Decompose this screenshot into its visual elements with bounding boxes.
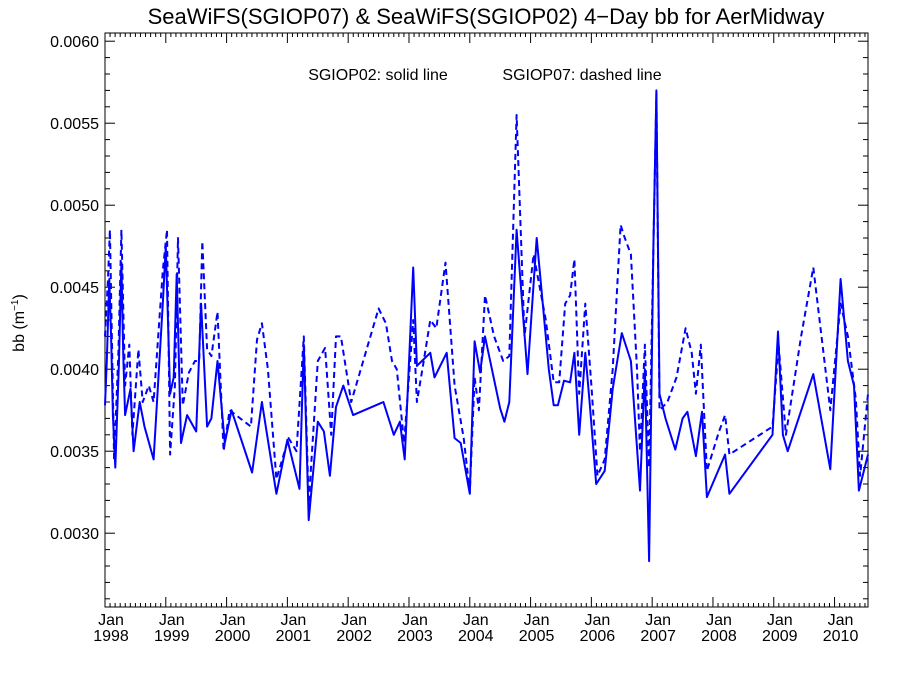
y-axis-label-main: bb (m — [11, 311, 28, 352]
series-solid-line — [104, 89, 869, 563]
y-axis-label-close: ) — [11, 294, 28, 299]
x-tick-year-label: 2009 — [762, 628, 798, 645]
x-tick-month-label: Jan — [98, 612, 124, 629]
x-tick-month-label: Jan — [402, 612, 428, 629]
y-axis-label-exponent: −1 — [10, 299, 21, 311]
y-tick-label: 0.0035 — [50, 444, 99, 461]
x-tick-month-label: Jan — [159, 612, 185, 629]
y-tick-label: 0.0055 — [50, 116, 99, 133]
y-tick-label: 0.0030 — [50, 526, 99, 543]
x-tick-month-label: Jan — [524, 612, 550, 629]
y-tick-label: 0.0040 — [50, 362, 99, 379]
x-tick-month-label: Jan — [645, 612, 671, 629]
x-tick-year-label: 2008 — [701, 628, 737, 645]
x-tick-year-label: 2003 — [397, 628, 433, 645]
x-tick-month-label: Jan — [706, 612, 732, 629]
x-tick-year-label: 1998 — [93, 628, 129, 645]
x-tick-year-label: 2010 — [823, 628, 859, 645]
x-tick-month-label: Jan — [220, 612, 246, 629]
chart-title: SeaWiFS(SGIOP07) & SeaWiFS(SGIOP02) 4−Da… — [148, 4, 825, 29]
x-tick-month-label: Jan — [341, 612, 367, 629]
series-dashed-line — [104, 92, 869, 505]
x-tick-year-label: 2001 — [276, 628, 312, 645]
x-tick-month-label: Jan — [280, 612, 306, 629]
x-tick-year-label: 2005 — [519, 628, 555, 645]
legend-dashed-note: SGIOP07: dashed line — [502, 67, 661, 84]
plot-frame — [104, 32, 869, 608]
x-tick-year-label: 2006 — [580, 628, 616, 645]
axis-ticks: 0.0030 0.0035 0.0040 0.0045 0.0050 0.0055 0.00… — [50, 33, 868, 645]
x-tick-month-label: Jan — [584, 612, 610, 629]
y-tick-label: 0.0060 — [50, 34, 99, 51]
x-tick-year-label: 2000 — [215, 628, 251, 645]
x-tick-year-label: 2004 — [458, 628, 494, 645]
x-tick-month-label: Jan — [828, 612, 854, 629]
legend-solid-note: SGIOP02: solid line — [308, 67, 448, 84]
x-tick-month-label: Jan — [463, 612, 489, 629]
y-axis-label: bb (m−1) — [10, 294, 28, 352]
y-tick-label: 0.0045 — [50, 280, 99, 297]
y-tick-label: 0.0050 — [50, 198, 99, 215]
svg-text:bb (m−1): bb (m−1) — [10, 294, 28, 352]
x-tick-month-label: Jan — [767, 612, 793, 629]
x-tick-year-label: 2007 — [640, 628, 676, 645]
x-tick-year-label: 2002 — [336, 628, 372, 645]
series-lines — [104, 89, 869, 563]
x-tick-year-label: 1999 — [154, 628, 190, 645]
